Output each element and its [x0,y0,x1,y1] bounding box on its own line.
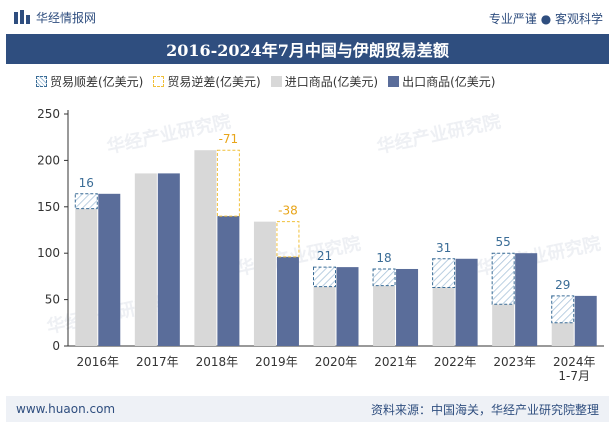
balance-data-label: 55 [496,235,511,249]
x-tick-label: 2016年 [77,355,120,369]
export-bar [574,295,597,346]
import-bar [134,173,157,346]
deficit-bar [276,221,300,258]
x-tick-label: 2023年 [493,355,536,369]
surplus-bar [491,252,515,305]
y-tick-label: 50 [45,293,60,307]
balance-data-label: 18 [376,251,391,265]
legend-label-export: 出口商品(亿美元) [402,75,496,89]
legend-item-deficit: 贸易逆差(亿美元) [153,73,261,90]
balance-data-label: -38 [278,204,298,218]
surplus-bar [74,193,98,210]
brand-name: 华经情报网 [36,10,97,25]
surplus-bar [372,268,396,287]
balance-data-label: 16 [79,176,94,190]
x-tick-label: 2019年 [255,355,298,369]
y-tick-label: 150 [37,200,60,214]
legend-label-deficit: 贸易逆差(亿美元) [167,75,261,89]
deficit-bar [216,149,240,217]
watermark-text: 华经产业研究院 [375,110,503,158]
balance-data-label: 29 [555,278,570,292]
import-bar [194,150,217,346]
export-bar [336,267,359,346]
surplus-bar [313,266,336,288]
export-bar [396,268,419,346]
x-tick-label: 2022年 [434,355,477,369]
x-tick-label: 2021年 [374,355,417,369]
legend-swatch-import [270,76,282,87]
x-tick-label: 2020年 [315,355,358,369]
brand-logo-icon [14,10,30,24]
import-bar [373,285,396,346]
legend-item-import: 进口商品(亿美元) [270,73,379,90]
chart-title: 2016-2024年7月中国与伊朗贸易差额 [6,34,609,64]
legend-swatch-export [388,76,400,87]
x-tick-label: 2017年 [136,355,179,369]
legend-item-surplus: 贸易顺差(亿美元) [36,73,143,90]
legend-swatch-surplus [36,76,47,87]
surplus-bar [551,295,575,324]
import-bar [551,322,574,346]
x-tick-label: 2018年 [196,355,239,369]
footer-source: 资料来源：中国海关，华经产业研究院整理 [370,402,599,417]
import-bar [432,287,455,346]
legend-item-export: 出口商品(亿美元) [388,73,496,90]
surplus-bar [432,258,456,289]
balance-data-label: 31 [436,241,451,255]
y-tick-label: 200 [37,153,60,167]
import-bar [492,304,515,346]
x-tick-label: 2024年 1-7月 [553,355,596,383]
import-bar [253,221,276,346]
footer: www.huaon.com 资料来源：中国海关，华经产业研究院整理 [6,396,609,422]
tagline: 专业严谨 ● 客观科学 [488,12,603,26]
export-bar [515,253,538,346]
legend-swatch-deficit [153,76,165,87]
balance-data-label: 21 [317,249,332,263]
y-tick-label: 0 [52,339,60,353]
export-bar [455,258,478,346]
top-bar: 华经情报网 专业严谨 ● 客观科学 [0,0,615,34]
import-bar [75,208,98,346]
import-bar [313,286,336,346]
export-bar [217,216,240,346]
brand: 华经情报网 [14,9,96,25]
balance-data-label: -71 [219,132,239,146]
footer-url[interactable]: www.huaon.com [16,402,116,416]
legend-label-import: 进口商品(亿美元) [284,75,379,89]
export-bar [276,256,299,346]
export-bar [157,173,180,346]
export-bar [98,193,121,346]
chart-legend: 贸易顺差(亿美元) 贸易逆差(亿美元) 进口商品(亿美元) 出口商品(亿美元) [36,73,496,90]
y-tick-label: 250 [37,107,60,121]
y-tick-label: 100 [37,246,60,260]
legend-label-surplus: 贸易顺差(亿美元) [50,75,144,89]
